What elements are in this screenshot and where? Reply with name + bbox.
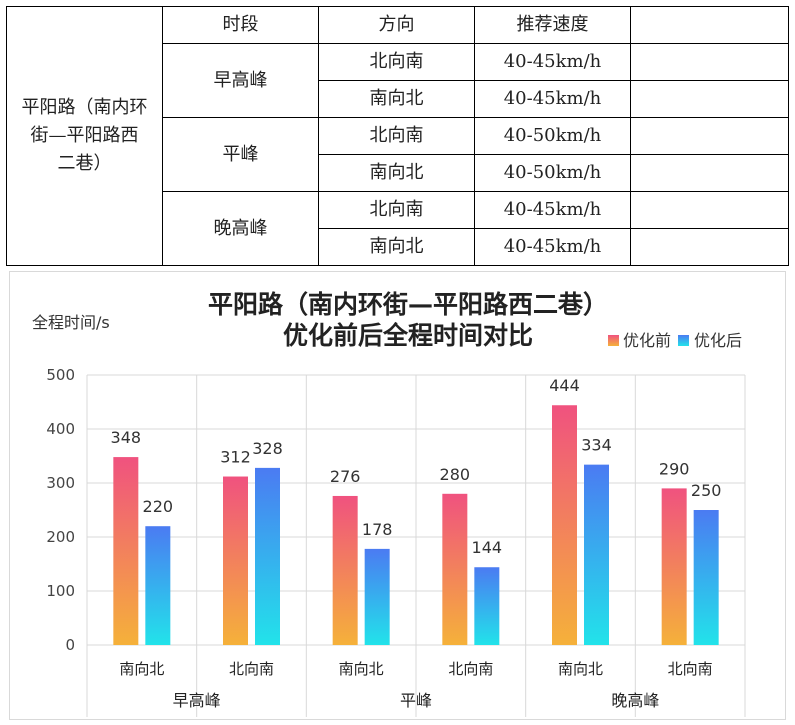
header-period: 时段 (162, 6, 319, 44)
legend-swatch-before (608, 335, 619, 346)
legend-swatch-after (678, 335, 689, 346)
category-label: 北向南 (668, 660, 713, 678)
data-label: 290 (659, 459, 690, 478)
bar-before (442, 493, 468, 645)
empty-cell (630, 43, 789, 81)
empty-cell (630, 80, 789, 118)
direction-cell: 北向南 (318, 117, 475, 155)
category-label: 南向北 (339, 660, 384, 678)
data-label: 280 (440, 465, 471, 484)
direction-cell: 南向北 (318, 228, 475, 266)
header-direction: 方向 (318, 6, 475, 44)
empty-cell (630, 228, 789, 266)
category-label: 南向北 (558, 660, 603, 678)
table-row: 南向北 40-50km/h (7, 154, 789, 192)
road-name-cell: 平阳路（南内环 街—平阳路西 二巷） (6, 6, 163, 266)
data-label: 444 (549, 376, 580, 395)
speed-cell: 40-50km/h (474, 117, 631, 155)
bar-after (584, 464, 609, 645)
data-label: 220 (143, 497, 174, 516)
table-header-row: 平阳路（南内环 街—平阳路西 二巷） 时段 方向 推荐速度 (6, 6, 789, 266)
category-label: 北向南 (448, 660, 493, 678)
table-row: 平峰 北向南 40-50km/h (7, 117, 789, 192)
data-label: 250 (691, 481, 722, 500)
legend-label-after: 优化后 (694, 331, 742, 350)
data-label: 348 (111, 428, 142, 447)
data-label: 312 (220, 448, 251, 467)
bar-before (552, 405, 577, 645)
legend-label-before: 优化前 (623, 331, 671, 350)
bar-before (661, 488, 687, 645)
bar-before (223, 476, 248, 645)
y-axis-label: 全程时间/s (32, 313, 110, 332)
data-label: 178 (362, 520, 393, 539)
legend: 优化前 优化后 (608, 331, 742, 350)
group-label: 平峰 (400, 691, 432, 710)
bar-before (332, 495, 358, 645)
table-row: 早高峰 北向南 40-45km/h (7, 43, 789, 118)
bar-after (474, 567, 500, 645)
header-empty (630, 6, 789, 44)
speed-cell: 40-45km/h (474, 43, 631, 81)
table-row: 南向北 40-45km/h (7, 80, 789, 118)
y-tick-label: 400 (46, 420, 75, 438)
travel-time-chart: 平阳路（南内环街—平阳路西二巷） 优化前后全程时间对比 全程时间/s 优化前 优… (32, 290, 746, 717)
direction-cell: 北向南 (318, 43, 475, 81)
empty-cell (630, 191, 789, 229)
speed-cell: 40-45km/h (474, 80, 631, 118)
category-label: 北向南 (229, 660, 274, 678)
period-cell: 晚高峰 (162, 191, 319, 266)
y-tick-label: 100 (46, 582, 75, 600)
empty-cell (630, 154, 789, 192)
data-label: 328 (252, 439, 283, 458)
y-tick-label: 0 (65, 636, 75, 654)
direction-cell: 南向北 (318, 80, 475, 118)
period-cell: 平峰 (162, 117, 319, 192)
data-label: 276 (330, 467, 361, 486)
direction-cell: 南向北 (318, 154, 475, 192)
chart-subtitle: 优化前后全程时间对比 (283, 321, 533, 350)
data-label: 334 (581, 436, 612, 455)
header-speed: 推荐速度 (474, 6, 631, 44)
bar-after (364, 548, 390, 645)
category-label: 南向北 (119, 660, 164, 678)
road-name-line: 街—平阳路西 (30, 125, 139, 146)
road-name-line: 二巷） (57, 153, 112, 174)
table-row: 晚高峰 北向南 40-45km/h (7, 191, 789, 266)
bar-before (113, 457, 139, 645)
bar-after (255, 467, 280, 645)
direction-cell: 北向南 (318, 191, 475, 229)
chart-title: 平阳路（南内环街—平阳路西二巷） (208, 290, 608, 319)
speed-cell: 40-45km/h (474, 228, 631, 266)
data-label: 144 (472, 538, 503, 557)
group-label: 早高峰 (173, 691, 221, 710)
y-tick-label: 200 (46, 528, 75, 546)
road-name-line: 平阳路（南内环 (21, 97, 148, 118)
speed-cell: 40-50km/h (474, 154, 631, 192)
y-tick-label: 300 (46, 474, 75, 492)
bar-after (693, 510, 719, 645)
group-label: 晚高峰 (611, 691, 659, 710)
table-row: 南向北 40-45km/h (7, 228, 789, 266)
period-cell: 早高峰 (162, 43, 319, 118)
speed-cell: 40-45km/h (474, 191, 631, 229)
empty-cell (630, 117, 789, 155)
bar-after (145, 526, 171, 645)
plot-area: 0 100 200 300 400 500 348 220 南向北 312 328 北向南 276 178… (46, 366, 746, 717)
speed-table: 平阳路（南内环 街—平阳路西 二巷） 时段 方向 推荐速度 早高峰 北向南 40… (6, 6, 789, 266)
y-tick-label: 500 (46, 366, 75, 384)
chart-frame: 平阳路（南内环街—平阳路西二巷） 优化前后全程时间对比 全程时间/s 优化前 优… (9, 271, 786, 720)
